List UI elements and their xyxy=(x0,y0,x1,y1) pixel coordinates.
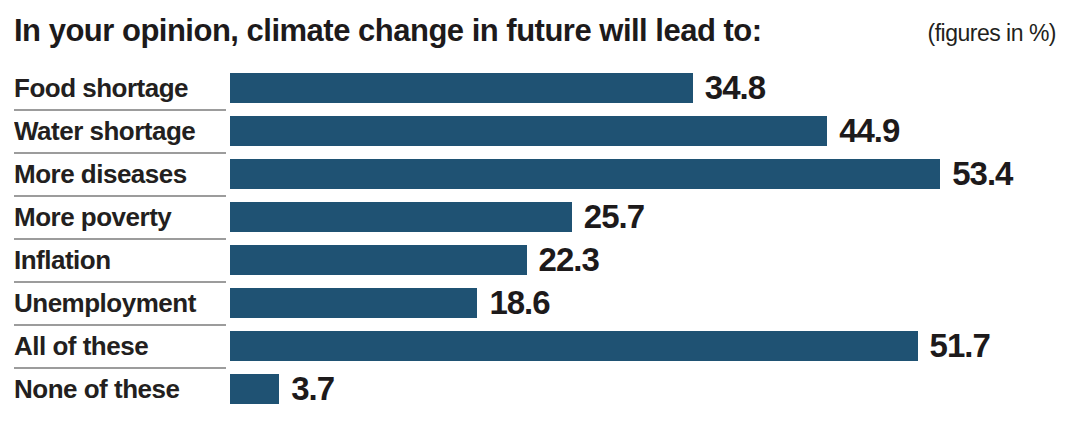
bar-fill xyxy=(230,73,693,103)
bar-fill xyxy=(230,245,527,275)
bar-track: 3.7 xyxy=(230,368,1066,411)
bar-track: 34.8 xyxy=(230,67,1066,110)
bar-value: 3.7 xyxy=(291,370,334,408)
bar-fill xyxy=(230,331,918,361)
bar-track: 22.3 xyxy=(230,239,1066,282)
bar-value: 34.8 xyxy=(705,69,765,107)
bar-label: More diseases xyxy=(14,159,230,190)
bar-value: 51.7 xyxy=(930,327,990,365)
bar-track: 25.7 xyxy=(230,196,1066,239)
bar-fill xyxy=(230,374,279,404)
chart-title: In your opinion, climate change in futur… xyxy=(14,12,762,51)
bar-row: More poverty 25.7 xyxy=(14,196,1066,239)
bar-value: 18.6 xyxy=(489,284,549,322)
bar-fill xyxy=(230,116,827,146)
bar-row: Food shortage 34.8 xyxy=(14,67,1066,110)
bar-row: More diseases 53.4 xyxy=(14,153,1066,196)
bar-rows: Food shortage34.8Water shortage44.9More … xyxy=(14,67,1066,411)
bar-track: 53.4 xyxy=(230,153,1066,196)
bar-label: Water shortage xyxy=(14,116,230,147)
bar-row: All of these 51.7 xyxy=(14,325,1066,368)
chart-header: In your opinion, climate change in futur… xyxy=(14,12,1066,51)
bar-track: 44.9 xyxy=(230,110,1066,153)
bar-value: 44.9 xyxy=(839,112,899,150)
bar-track: 18.6 xyxy=(230,282,1066,325)
bar-row: Water shortage 44.9 xyxy=(14,110,1066,153)
bar-label: Food shortage xyxy=(14,73,230,104)
bar-label: More poverty xyxy=(14,202,230,233)
bar-row: Inflation 22.3 xyxy=(14,239,1066,282)
bar-label: Inflation xyxy=(14,245,230,276)
bar-track: 51.7 xyxy=(230,325,1066,368)
bar-value: 53.4 xyxy=(952,155,1012,193)
bar-fill xyxy=(230,288,477,318)
bar-chart: In your opinion, climate change in futur… xyxy=(0,0,1080,444)
bar-value: 22.3 xyxy=(539,241,599,279)
bar-value: 25.7 xyxy=(584,198,644,236)
bar-fill xyxy=(230,159,940,189)
chart-units-note: (figures in %) xyxy=(928,20,1056,47)
bar-fill xyxy=(230,202,572,232)
bar-label: Unemployment xyxy=(14,288,230,319)
bar-label: All of these xyxy=(14,331,230,362)
bar-label: None of these xyxy=(14,374,230,405)
bar-row: Unemployment 18.6 xyxy=(14,282,1066,325)
bar-row: None of these 3.7 xyxy=(14,368,1066,411)
